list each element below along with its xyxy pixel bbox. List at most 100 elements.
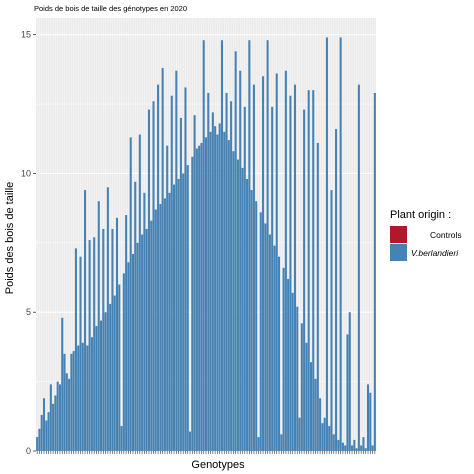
bars (36, 37, 376, 452)
bar (115, 217, 119, 451)
bar (252, 84, 255, 451)
bar (36, 437, 39, 451)
bar (125, 215, 128, 451)
bar (177, 178, 180, 451)
bar (129, 137, 132, 451)
legend: Plant origin : Controls V.berlandieri (390, 209, 462, 261)
bar (262, 76, 265, 452)
bar (300, 323, 303, 451)
bar (179, 117, 182, 451)
bar (220, 40, 223, 451)
bar (230, 101, 233, 452)
bar (373, 92, 376, 451)
y-tick-label: 15 (21, 30, 31, 40)
bar (232, 151, 235, 451)
bar (275, 73, 278, 451)
y-tick-label: 5 (26, 307, 31, 317)
bar (319, 398, 322, 451)
bar (289, 95, 292, 451)
bar (227, 140, 230, 451)
bar (170, 95, 173, 451)
bar (106, 187, 109, 452)
bar (104, 312, 107, 451)
bar (193, 115, 196, 452)
bar (143, 192, 146, 451)
bar (189, 431, 192, 451)
bar (90, 337, 93, 451)
bar (360, 445, 363, 451)
bar (131, 253, 135, 451)
bar (332, 434, 335, 451)
bar (328, 426, 331, 451)
bar (200, 142, 203, 451)
bar (323, 417, 326, 451)
bar (305, 342, 308, 451)
bar (95, 326, 98, 451)
bar (335, 129, 338, 451)
legend-label-controls: Controls (430, 230, 462, 240)
bar (175, 70, 178, 451)
bar (250, 190, 253, 452)
bar (314, 378, 317, 451)
bar (357, 84, 360, 451)
bar (321, 423, 324, 451)
y-tick-label: 0 (26, 446, 31, 456)
bar (134, 181, 137, 451)
bar (202, 40, 205, 451)
bar (241, 167, 244, 451)
bar (118, 284, 121, 451)
bar (330, 190, 333, 452)
bar (161, 67, 164, 451)
bar (163, 198, 166, 451)
bar (70, 353, 73, 451)
bar (362, 437, 365, 451)
bar (113, 295, 116, 451)
bar (214, 126, 217, 451)
bar (341, 442, 344, 451)
bar (198, 145, 201, 451)
bar (84, 190, 87, 452)
bar (207, 92, 210, 451)
bar (351, 445, 354, 451)
bar (120, 426, 123, 451)
bar (45, 420, 48, 451)
bar (312, 90, 315, 452)
bar (371, 445, 374, 451)
bar (47, 412, 50, 451)
bar (344, 445, 347, 451)
bar (243, 106, 246, 452)
bar (63, 353, 66, 451)
bar (236, 159, 239, 452)
bar (257, 437, 260, 451)
bar (325, 37, 328, 452)
bar (353, 439, 356, 451)
bar (61, 317, 64, 451)
bar (259, 212, 262, 451)
bar (303, 109, 306, 451)
y-tick-label: 10 (21, 168, 31, 178)
bar (225, 92, 228, 451)
bar (136, 242, 139, 451)
bar (266, 40, 269, 451)
bar (293, 84, 297, 451)
bar (166, 145, 169, 451)
legend-swatch-vberlandieri (390, 244, 407, 261)
bar (239, 70, 242, 451)
legend-swatch-controls (390, 226, 407, 243)
bar (79, 256, 82, 451)
x-axis-title: Genotypes (191, 459, 245, 471)
chart-title: Poids de bois de taille des génotypes en… (34, 4, 187, 13)
y-axis-title: Poids des bois de taille (4, 182, 16, 295)
bar (284, 70, 287, 451)
bar (65, 373, 68, 451)
bar (364, 448, 367, 451)
bar (74, 248, 77, 451)
bar (54, 395, 57, 451)
bar (298, 417, 301, 451)
bar (309, 362, 312, 451)
bar (291, 292, 294, 451)
bar (138, 134, 141, 452)
bar (191, 156, 194, 452)
bar (287, 278, 290, 451)
